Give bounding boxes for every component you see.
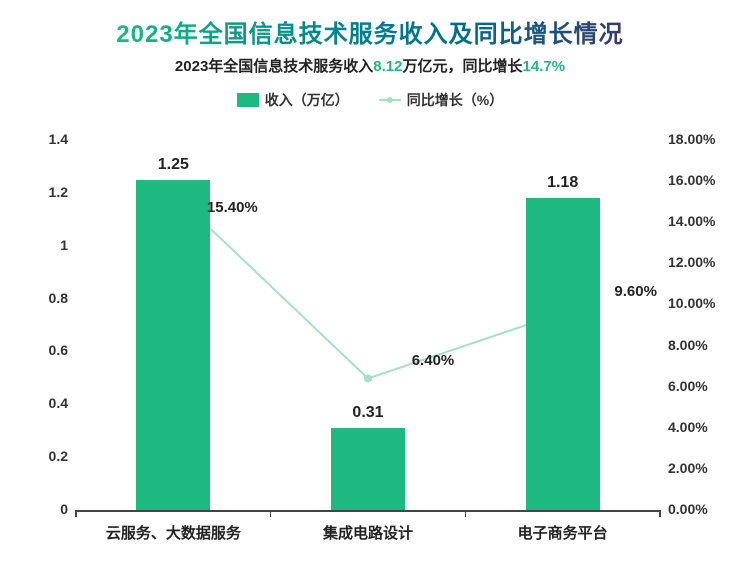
y-right-tick: 6.00% (668, 378, 738, 394)
y-left-tick: 1 (18, 237, 68, 253)
y-right-tick: 18.00% (668, 131, 738, 147)
x-axis-line (76, 510, 660, 512)
line-value-label: 15.40% (187, 199, 277, 216)
legend-item-bar: 收入（万亿） (237, 90, 349, 110)
bar-value-label: 0.31 (328, 404, 408, 422)
y-left-tick-mark (75, 351, 81, 352)
line-value-label: 6.40% (388, 352, 478, 369)
growth-line (173, 193, 562, 378)
chart-subtitle: 2023年全国信息技术服务收入8.12万亿元，同比增长14.7% (20, 55, 720, 76)
y-right-tick: 4.00% (668, 419, 738, 435)
y-right-tick: 8.00% (668, 337, 738, 353)
x-category-label: 集成电路设计 (278, 522, 458, 543)
bar-value-label: 1.25 (133, 156, 213, 174)
y-left-tick: 0.4 (18, 395, 68, 411)
legend-swatch-line (379, 99, 401, 101)
y-left-tick: 0.2 (18, 448, 68, 464)
subtitle-mid: 万亿元，同比增长 (403, 58, 523, 75)
legend-line-label: 同比增长（%） (407, 90, 503, 110)
chart-container: 2023年全国信息技术服务收入及同比增长情况 2023年全国信息技术服务收入8.… (0, 0, 740, 586)
x-category-label: 电子商务平台 (473, 522, 653, 543)
y-left-tick-mark (75, 299, 81, 300)
y-right-tick: 16.00% (668, 172, 738, 188)
y-left-tick-mark (75, 140, 81, 141)
line-value-label: 9.60% (591, 283, 681, 300)
bar-value-label: 1.18 (523, 174, 603, 192)
x-tick-mark (659, 510, 661, 517)
y-left-tick: 0 (18, 501, 68, 517)
chart-title-text: 2023年全国信息技术服务收入及同比增长情况 (116, 21, 623, 48)
subtitle-value1: 8.12 (373, 58, 402, 75)
bar (526, 198, 600, 510)
bar (136, 180, 210, 510)
y-left-tick: 1.2 (18, 184, 68, 200)
y-right-tick: 12.00% (668, 254, 738, 270)
legend-item-line: 同比增长（%） (379, 90, 503, 110)
subtitle-value2: 14.7% (523, 58, 566, 75)
y-left-tick-mark (75, 404, 81, 405)
x-tick-mark (270, 510, 272, 517)
y-right-tick: 2.00% (668, 460, 738, 476)
x-category-label: 云服务、大数据服务 (83, 522, 263, 543)
y-left-tick: 0.8 (18, 290, 68, 306)
chart-title: 2023年全国信息技术服务收入及同比增长情况 (20, 14, 720, 49)
y-left-tick-mark (75, 457, 81, 458)
y-left-tick-mark (75, 246, 81, 247)
x-tick-mark (75, 510, 77, 517)
legend-swatch-bar (237, 93, 259, 107)
y-right-tick: 0.00% (668, 501, 738, 517)
legend: 收入（万亿） 同比增长（%） (20, 90, 720, 110)
y-left-tick: 1.4 (18, 131, 68, 147)
y-right-tick: 14.00% (668, 213, 738, 229)
plot-area: 00.20.40.60.811.21.40.00%2.00%4.00%6.00%… (76, 140, 660, 510)
bar (331, 428, 405, 510)
x-tick-mark (465, 510, 467, 517)
subtitle-prefix: 2023年全国信息技术服务收入 (175, 58, 373, 75)
y-left-tick: 0.6 (18, 342, 68, 358)
line-marker (364, 374, 372, 382)
legend-bar-label: 收入（万亿） (265, 90, 349, 110)
y-left-tick-mark (75, 193, 81, 194)
